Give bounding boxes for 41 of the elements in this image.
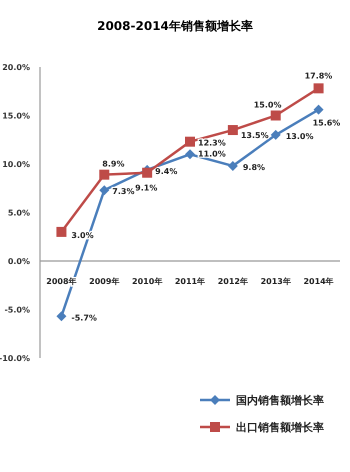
x-tick-label: 2010年 (132, 277, 162, 286)
point (314, 83, 324, 94)
point (228, 160, 238, 171)
point (99, 170, 110, 180)
y-tick-label: 20.0% (2, 63, 30, 72)
x-tick-label: 2009年 (89, 277, 120, 286)
point (56, 311, 66, 322)
point (185, 136, 195, 147)
chart-title: 2008-2014年销售额增长率 (97, 19, 253, 33)
legend-label: 出口销售额增长率 (236, 421, 324, 434)
point (270, 110, 281, 120)
data-label: 15.6% (312, 118, 340, 128)
y-tick-label: -5.0% (4, 306, 30, 314)
x-tick-label: 2012年 (218, 277, 248, 286)
point (270, 130, 281, 140)
point (228, 125, 238, 136)
x-tick-label: 2013年 (260, 277, 291, 286)
data-label: -5.7% (71, 313, 97, 322)
y-tick-label: 0.0% (8, 257, 30, 266)
data-label: 9.4% (155, 166, 178, 176)
y-tick-label: 15.0% (2, 112, 30, 120)
data-label: 9.8% (242, 162, 266, 172)
data-label: 13.0% (286, 132, 314, 141)
point (142, 168, 152, 178)
point (314, 104, 324, 115)
data-label: 7.3% (112, 187, 134, 196)
point (185, 149, 195, 160)
point (99, 185, 110, 196)
data-label: 17.8% (304, 71, 332, 80)
x-tick-label: 2014年 (303, 277, 334, 286)
data-label: 13.5% (240, 131, 269, 140)
x-tick-label: 2011年 (174, 277, 206, 286)
data-label: 11.0% (198, 149, 226, 158)
data-label: 8.9% (102, 160, 124, 169)
data-label: 9.1% (135, 184, 158, 193)
y-tick-label: 10.0% (2, 160, 30, 169)
data-label: 12.3% (198, 138, 226, 148)
legend-label: 国内销售额增长率 (236, 394, 324, 407)
point (56, 226, 66, 237)
data-label: 15.0% (254, 100, 282, 110)
y-tick-label: 5.0% (8, 208, 30, 218)
